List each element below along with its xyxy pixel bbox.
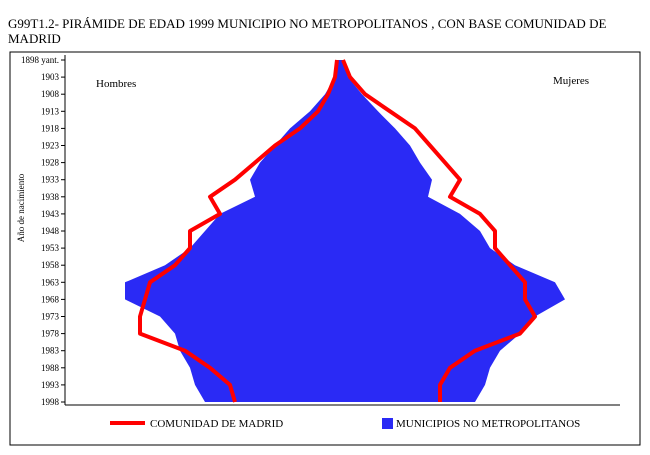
area — [125, 60, 340, 402]
y-tick-label: 1918 — [41, 123, 60, 133]
y-tick-label: 1998 — [41, 397, 60, 407]
y-tick-label: 1928 — [41, 158, 60, 168]
y-tick-label: 1958 — [41, 260, 60, 270]
y-tick-label: 1903 — [41, 72, 60, 82]
legend-swatch — [382, 418, 393, 429]
y-tick-label: 1913 — [41, 106, 60, 116]
area — [340, 60, 565, 402]
line — [341, 59, 537, 402]
y-tick-label: 1948 — [41, 226, 60, 236]
left-label: Hombres — [96, 78, 136, 90]
y-tick-label: 1923 — [41, 141, 60, 151]
y-tick-label: 1978 — [41, 329, 60, 339]
y-tick-label: 1983 — [41, 346, 60, 356]
legend-label: MUNICIPIOS NO METROPOLITANOS — [396, 418, 580, 430]
y-tick-label: 1953 — [41, 243, 60, 253]
chart-title: G99T1.2- PIRÁMIDE DE EDAD 1999 MUNICIPIO… — [8, 16, 607, 46]
y-tick-label: 1943 — [41, 209, 60, 219]
y-tick-label: 1898 yant. — [21, 55, 59, 65]
title-box: G99T1.2- PIRÁMIDE DE EDAD 1999 MUNICIPIO… — [8, 16, 607, 46]
right-label: Mujeres — [553, 75, 589, 87]
line — [138, 59, 339, 403]
frame — [9, 51, 641, 446]
y-axis-title: Año de nacimiento — [16, 173, 26, 242]
y-tick-label: 1938 — [41, 192, 60, 202]
y-tick-label: 1973 — [41, 312, 60, 322]
y-tick-label: 1963 — [41, 277, 60, 287]
y-tick-label: 1933 — [41, 175, 60, 185]
y-tick-label: 1968 — [41, 294, 60, 304]
y-tick-label: 1908 — [41, 89, 60, 99]
y-tick-label: 1988 — [41, 363, 60, 373]
y-tick-label: 1993 — [41, 380, 60, 390]
legend-label: COMUNIDAD DE MADRID — [150, 418, 283, 430]
